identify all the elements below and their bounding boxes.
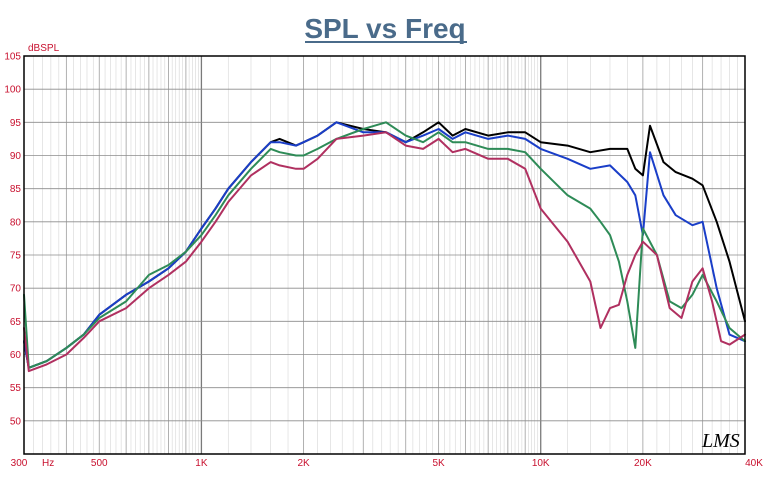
chart-title: SPL vs Freq (304, 13, 465, 44)
y-axis-unit-label: dBSPL (28, 43, 60, 54)
y-tick-label: 105 (4, 52, 21, 63)
series-line-4 (23, 131, 746, 373)
plot-border (23, 55, 746, 455)
series-line-2 (23, 121, 746, 369)
y-tick-labels: 50 55 60 65 70 75 80 85 90 95 100 105 (4, 52, 21, 428)
series-line-3 (23, 121, 746, 369)
y-tick-label: 75 (10, 251, 22, 262)
x-tick-label: 500 (91, 458, 108, 469)
y-tick-label: 55 (10, 383, 22, 394)
y-tick-label: 100 (4, 85, 21, 96)
x-tick-label: 2K (297, 458, 310, 469)
y-tick-label: 80 (10, 217, 22, 228)
y-tick-label: 90 (10, 151, 22, 162)
x-tick-label: 40K (745, 458, 763, 469)
y-tick-label: 95 (10, 118, 22, 129)
x-tick-label: 300 (11, 458, 28, 469)
lms-watermark: LMS (701, 430, 740, 452)
y-tick-label: 65 (10, 317, 22, 328)
y-tick-label: 70 (10, 284, 22, 295)
x-tick-label: 20K (634, 458, 652, 469)
plot-frame (23, 55, 746, 455)
y-tick-label: 50 (10, 416, 22, 427)
x-tick-label: 5K (432, 458, 445, 469)
grid (23, 56, 746, 454)
series-group (23, 121, 746, 373)
y-tick-label: 60 (10, 350, 22, 361)
x-tick-label: 1K (195, 458, 208, 469)
x-axis-unit-label: Hz (42, 458, 54, 469)
x-tick-labels: 300 500 1K 2K 5K 10K 20K 40K (11, 458, 764, 469)
y-tick-label: 85 (10, 184, 22, 195)
x-tick-label: 10K (532, 458, 550, 469)
